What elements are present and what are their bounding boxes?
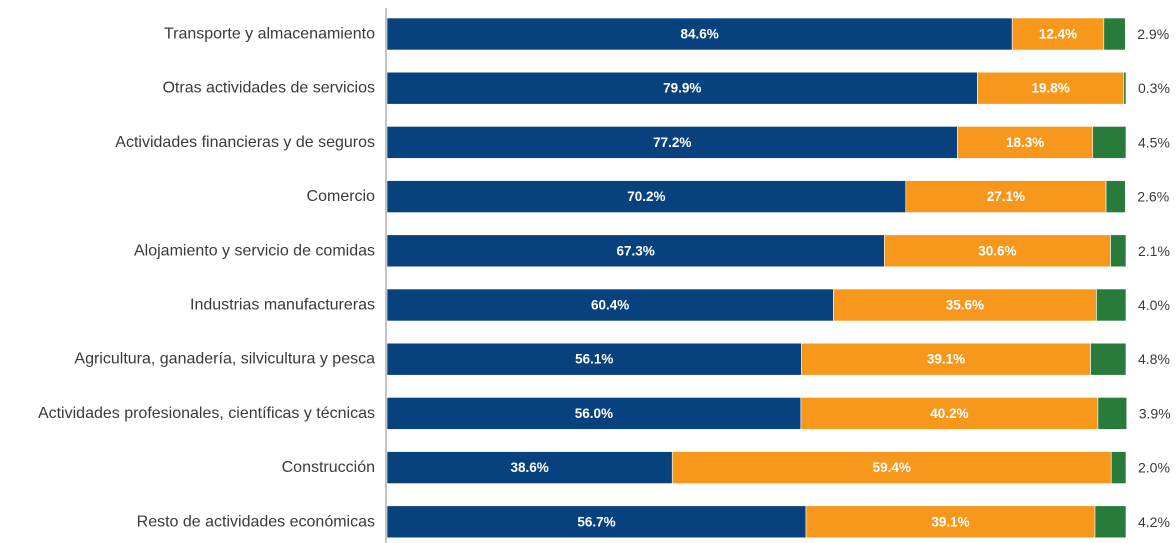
bar-segment-series-1 bbox=[386, 505, 807, 539]
category-label: Industrias manufactureras bbox=[190, 297, 375, 314]
data-label-series-2: 40.2% bbox=[930, 406, 968, 421]
bar-segment-series-1 bbox=[386, 180, 907, 213]
data-label-series-2: 19.8% bbox=[1031, 81, 1069, 96]
data-label-series-1: 60.4% bbox=[591, 298, 629, 313]
bar-segment-series-2 bbox=[833, 288, 1097, 322]
category-label: Agricultura, ganadería, silvicultura y p… bbox=[74, 351, 375, 368]
data-label-series-1: 84.6% bbox=[680, 27, 718, 42]
bar-segment-series-2 bbox=[977, 71, 1125, 105]
bar-segment-series-1 bbox=[386, 342, 802, 376]
data-label-series-2: 30.6% bbox=[978, 243, 1016, 258]
data-label-series-2: 59.4% bbox=[873, 460, 911, 475]
data-label-series-2: 39.1% bbox=[927, 352, 965, 367]
data-label-series-3: 4.2% bbox=[1138, 514, 1170, 530]
bar-segment-series-2 bbox=[905, 180, 1107, 213]
bars-layer: 84.6% 12.4% 2.9% 79.9% 19.8% 0.3% 77.2% 18.3% 4.… bbox=[386, 17, 1171, 539]
data-label-series-3: 2.9% bbox=[1137, 26, 1169, 42]
bar-segment-series-3 bbox=[1096, 288, 1127, 322]
data-label-series-3: 2.6% bbox=[1137, 189, 1169, 205]
bar-segment-series-1 bbox=[386, 126, 958, 159]
bar-segment-series-2 bbox=[671, 451, 1112, 484]
bar-segment-series-2 bbox=[800, 397, 1099, 430]
category-label: Transporte y almacenamiento bbox=[164, 26, 375, 43]
data-label-series-3: 0.3% bbox=[1138, 80, 1170, 96]
bar-segment-series-3 bbox=[1090, 342, 1127, 376]
bar-segment-series-1 bbox=[386, 71, 978, 105]
category-label: Otras actividades de servicios bbox=[162, 80, 375, 97]
category-label: Comercio bbox=[307, 188, 376, 205]
bar-segment-series-3 bbox=[1105, 180, 1126, 213]
data-label-series-3: 4.8% bbox=[1138, 351, 1170, 367]
data-label-series-1: 56.0% bbox=[575, 406, 613, 421]
bar-segment-series-1 bbox=[386, 451, 673, 484]
data-label-series-2: 35.6% bbox=[946, 298, 984, 313]
data-label-series-1: 77.2% bbox=[653, 135, 691, 150]
bar-segment-series-1 bbox=[386, 17, 1013, 51]
bar-segment-series-3 bbox=[1110, 234, 1127, 268]
bar-segment-series-2 bbox=[1011, 17, 1105, 51]
data-label-series-2: 39.1% bbox=[931, 514, 969, 529]
category-label: Actividades profesionales, científicas y… bbox=[38, 405, 375, 422]
bar-segment-series-3 bbox=[1110, 451, 1127, 484]
category-label: Resto de actividades económicas bbox=[137, 513, 375, 530]
data-label-series-3: 2.1% bbox=[1138, 243, 1170, 259]
bar-segment-series-3 bbox=[1092, 126, 1127, 159]
data-label-series-2: 18.3% bbox=[1006, 135, 1044, 150]
data-label-series-1: 70.2% bbox=[627, 189, 665, 204]
data-label-series-1: 79.9% bbox=[663, 81, 701, 96]
data-label-series-3: 3.9% bbox=[1139, 405, 1171, 421]
bar-segment-series-1 bbox=[386, 397, 802, 430]
bar-segment-series-3 bbox=[1097, 397, 1128, 430]
data-label-series-3: 4.0% bbox=[1138, 297, 1170, 313]
bar-segment-series-1 bbox=[386, 234, 885, 268]
data-label-series-2: 27.1% bbox=[987, 189, 1025, 204]
category-label: Actividades financieras y de seguros bbox=[115, 134, 375, 151]
data-label-series-1: 56.1% bbox=[575, 352, 613, 367]
category-label: Alojamiento y servicio de comidas bbox=[134, 242, 375, 259]
category-labels: Transporte y almacenamiento Otras activid… bbox=[38, 26, 375, 531]
data-label-series-2: 12.4% bbox=[1039, 27, 1077, 42]
data-label-series-1: 56.7% bbox=[577, 514, 615, 529]
bar-segment-series-3 bbox=[1123, 71, 1127, 105]
data-label-series-1: 67.3% bbox=[617, 243, 655, 258]
bar-segment-series-2 bbox=[957, 126, 1094, 159]
bar-segment-series-3 bbox=[1103, 17, 1126, 51]
data-label-series-3: 4.5% bbox=[1138, 134, 1170, 150]
bar-segment-series-3 bbox=[1094, 505, 1127, 539]
category-label: Construcción bbox=[282, 459, 375, 476]
data-label-series-3: 2.0% bbox=[1138, 460, 1170, 476]
bar-segment-series-2 bbox=[884, 234, 1111, 268]
bar-segment-series-2 bbox=[805, 505, 1096, 539]
data-label-series-1: 38.6% bbox=[510, 460, 548, 475]
bar-segment-series-2 bbox=[801, 342, 1091, 376]
